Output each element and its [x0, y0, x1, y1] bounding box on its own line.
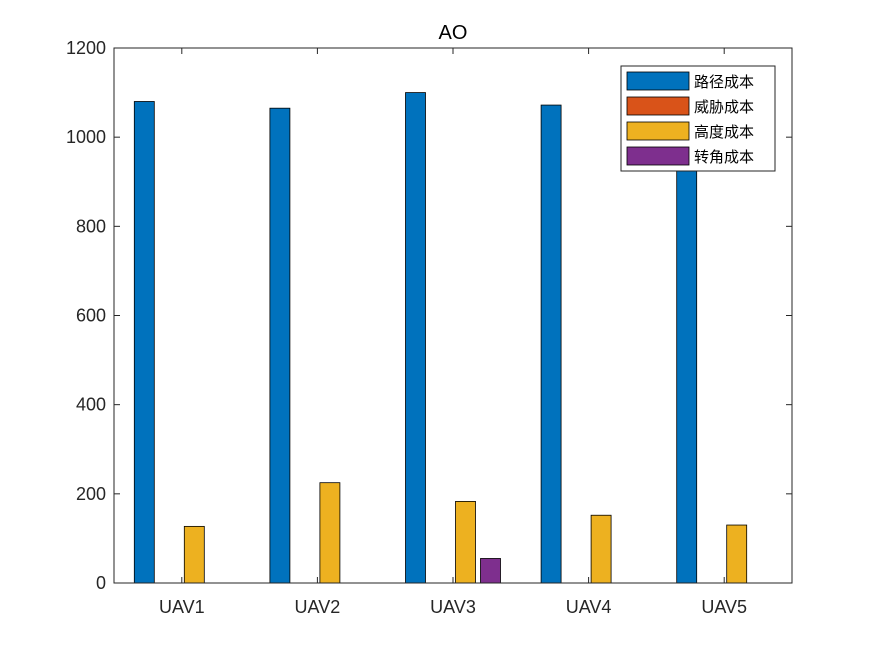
- legend-swatch: [626, 96, 690, 116]
- x-tick-label: UAV2: [295, 597, 341, 617]
- bar: [540, 104, 562, 584]
- bar: [590, 514, 612, 584]
- bar: [455, 501, 476, 584]
- legend-label: 高度成本: [694, 123, 754, 141]
- legend-swatch: [626, 71, 690, 91]
- y-tick-label: 1200: [66, 38, 106, 58]
- bar: [405, 92, 426, 584]
- bar: [480, 558, 501, 584]
- y-tick-label: 0: [96, 573, 106, 593]
- bar: [319, 482, 341, 584]
- bar: [269, 107, 291, 584]
- bar: [676, 115, 698, 584]
- chart-title: AO: [439, 22, 468, 44]
- legend-label: 转角成本: [694, 148, 754, 166]
- ticks-layer: 0 200 400 600 800 1000 1200 UAV1 UAV2 UAV3 UAV4 UAV…: [66, 38, 792, 617]
- x-tick-label: UAV4: [566, 597, 612, 617]
- y-tick-label: 400: [76, 395, 106, 415]
- bar: [133, 101, 155, 584]
- y-tick-label: 600: [76, 306, 106, 326]
- legend-label: 路径成本: [694, 73, 754, 91]
- x-tick-label: UAV3: [430, 597, 476, 617]
- y-tick-label: 800: [76, 216, 106, 236]
- bar: [726, 524, 748, 584]
- legend-swatch: [626, 146, 690, 166]
- y-tick-label: 200: [76, 484, 106, 504]
- x-tick-label: UAV1: [159, 597, 205, 617]
- y-tick-label: 1000: [66, 127, 106, 147]
- x-tick-label: UAV5: [701, 597, 747, 617]
- legend-label: 威胁成本: [694, 98, 754, 116]
- legend-swatch: [626, 121, 690, 141]
- bars-layer: [133, 92, 748, 584]
- bar: [183, 525, 205, 584]
